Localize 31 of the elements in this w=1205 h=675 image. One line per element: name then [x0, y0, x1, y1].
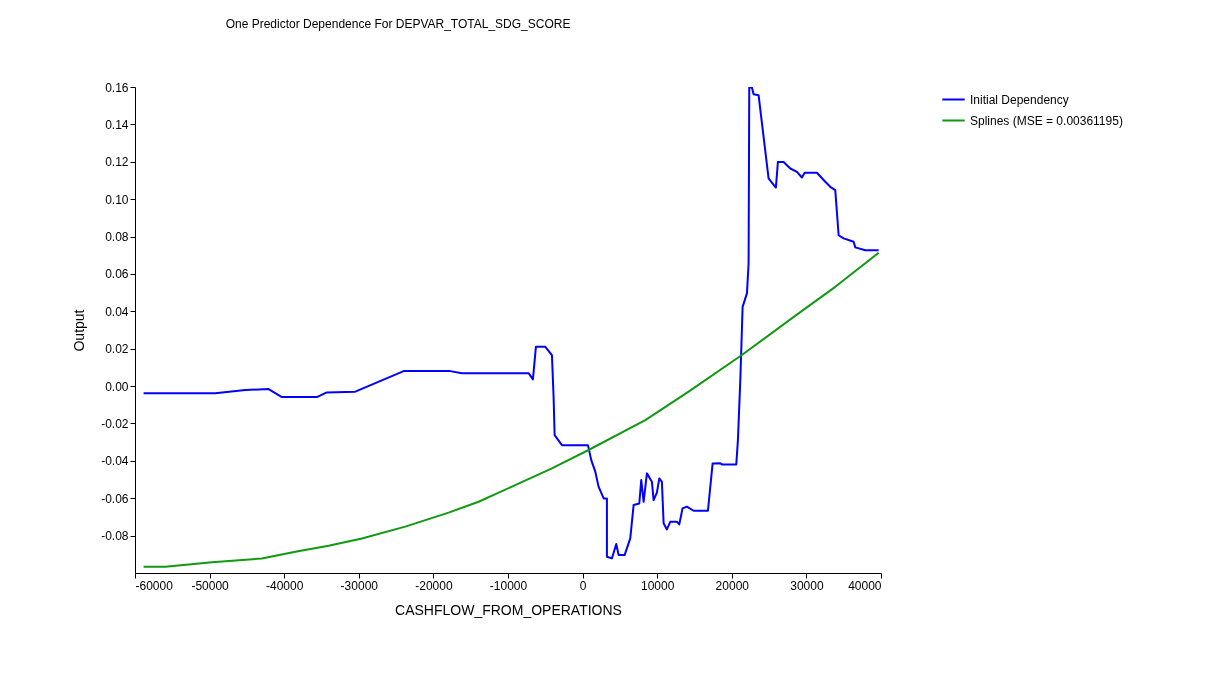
x-tick-label: 20000: [715, 578, 750, 593]
y-tick-label: 0.06: [105, 267, 129, 282]
y-tick-label: 0.04: [105, 304, 129, 319]
y-tick-label: 0.00: [105, 379, 129, 394]
x-tick-label: -30000: [340, 578, 379, 593]
x-tick-label: -10000: [489, 578, 528, 593]
x-tick-label: -20000: [415, 578, 453, 593]
x-tick-label: 10000: [641, 578, 675, 593]
y-tick-label: 0.08: [105, 230, 129, 245]
chart-title: One Predictor Dependence For DEPVAR_TOTAL_SDG_SCORE: [225, 17, 571, 31]
x-tick-label: -40000: [266, 578, 304, 593]
x-tick-label: 0: [579, 578, 587, 593]
x-axis-title: CASHFLOW_FROM_OPERATIONS: [395, 601, 622, 618]
y-tick-label: -0.08: [101, 529, 129, 544]
x-tick-label: -60000: [135, 578, 174, 593]
x-tick-label: -50000: [191, 578, 230, 593]
y-tick-label: 0.16: [105, 80, 129, 95]
legend-label: Initial Dependency: [970, 92, 1069, 107]
y-tick-label: 0.02: [105, 342, 129, 357]
line-series: [142, 87, 880, 560]
x-tick-label: 40000: [848, 578, 882, 593]
line-series: [142, 251, 880, 568]
legend-label: Splines (MSE = 0.00361195): [970, 113, 1123, 128]
y-axis-title: Output: [71, 309, 88, 352]
y-tick-label: -0.06: [101, 491, 129, 506]
y-tick-label: 0.14: [105, 117, 129, 132]
x-tick-label: 30000: [790, 578, 824, 593]
y-tick-label: 0.10: [105, 192, 129, 207]
y-tick-label: -0.04: [101, 454, 129, 469]
y-tick-label: -0.02: [101, 416, 129, 431]
y-tick-label: 0.12: [105, 155, 129, 170]
